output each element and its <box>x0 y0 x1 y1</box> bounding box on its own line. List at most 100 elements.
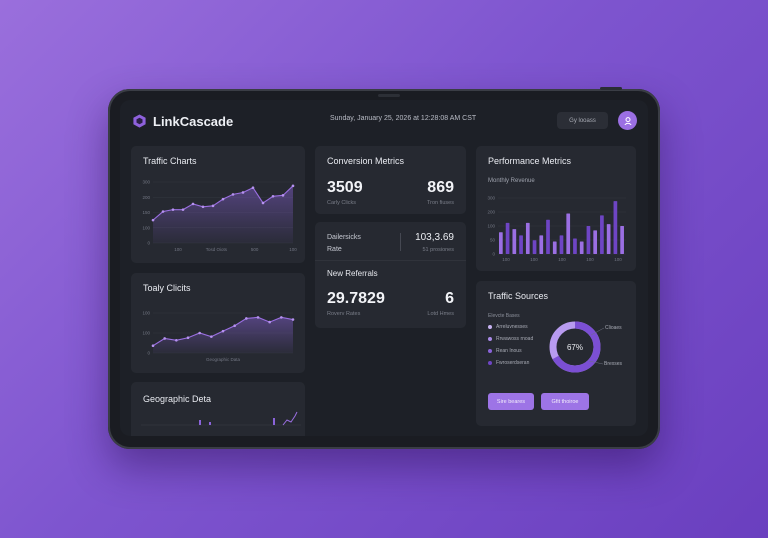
hexagon-logo-icon <box>133 114 146 128</box>
perf-bar <box>620 226 624 254</box>
daily-clicks-label: Carly Clicks <box>327 200 357 206</box>
clicks-area <box>153 317 293 353</box>
clicks-point <box>233 324 236 328</box>
traffic-y-tick: 300 <box>142 180 150 185</box>
geo-bar <box>209 422 211 425</box>
clicks-point <box>245 317 248 320</box>
traffic-area <box>153 185 293 243</box>
perf-bar <box>512 229 517 254</box>
daily-rate-value: 103,3.69 <box>415 232 454 243</box>
source-item-label: Arreluvnesses <box>496 324 528 330</box>
source-item[interactable]: Rean Inous <box>488 348 522 354</box>
perf-bar <box>613 201 618 254</box>
perf-x-tick: 100 <box>586 257 594 262</box>
traffic-point <box>191 202 195 206</box>
perf-bar <box>539 235 544 254</box>
perf-bar <box>505 222 510 254</box>
traffic-x-tick: 100 <box>289 247 297 252</box>
referral-count-label: Lotd Hmes <box>427 311 454 317</box>
clicks-x-tick: Geographic Data <box>206 357 241 362</box>
source-item[interactable]: Arreluvnesses <box>488 324 528 330</box>
traffic-point <box>291 184 295 188</box>
total-clicks-card: Toaly Clicits 100 100 0 Geographic Data <box>131 273 305 373</box>
perf-y-tick: 300 <box>487 196 495 201</box>
total-value: 869 <box>427 179 454 196</box>
dashboard-screen: LinkCascade Sunday, January 25, 2026 at … <box>120 100 648 436</box>
performance-metrics-card: Performance Metrics Monthly Revenue 300 2… <box>476 146 636 271</box>
geo-bar <box>199 420 201 425</box>
traffic-point <box>151 218 155 222</box>
avatar[interactable] <box>618 111 637 130</box>
traffic-point <box>221 197 225 201</box>
traffic-point <box>241 191 245 194</box>
perf-bar <box>573 238 577 254</box>
total-clicks-title: Toaly Clicits <box>143 283 191 293</box>
source-item-label: Rrwawoss rnoad <box>496 336 534 342</box>
traffic-point <box>211 204 215 208</box>
referral-rate-value: 29.7829 <box>327 290 385 307</box>
perf-bar <box>499 232 503 254</box>
source-item-label: Rean Inous <box>496 348 522 354</box>
donut-leader-line <box>590 327 605 336</box>
tablet-device: LinkCascade Sunday, January 25, 2026 at … <box>108 87 660 449</box>
perf-x-tick: 100 <box>502 257 510 262</box>
traffic-x-tick: Tosd Oiots <box>206 247 228 252</box>
clicks-y-tick: 100 <box>142 311 150 316</box>
perf-x-tick: 100 <box>530 257 538 262</box>
traffic-point <box>181 208 185 211</box>
app-logo[interactable]: LinkCascade <box>132 113 233 129</box>
traffic-point <box>231 193 235 196</box>
camera <box>378 94 400 97</box>
sources-list-header: Elevcte Bases <box>488 313 520 319</box>
clicks-point <box>280 316 283 319</box>
donut-label-right: Clioaes <box>605 325 622 331</box>
source-item[interactable]: Rrwawoss rnoad <box>488 336 533 342</box>
clicks-point <box>198 331 201 335</box>
divider <box>315 260 466 261</box>
traffic-x-tick: 100 <box>174 247 182 252</box>
perf-y-tick: 100 <box>487 224 495 229</box>
perf-y-tick: 50 <box>490 238 496 243</box>
perf-bar <box>532 240 537 254</box>
monthly-revenue-label: Monthly Revenue <box>488 178 535 184</box>
current-datetime: Sunday, January 25, 2026 at 12:28:08 AM … <box>330 115 477 122</box>
traffic-point <box>281 194 285 197</box>
clicks-point <box>221 329 225 333</box>
traffic-charts-title: Traffic Charts <box>143 156 197 166</box>
power-button <box>600 87 622 90</box>
clicks-point <box>175 338 178 342</box>
conversion-metrics-card: Conversion Metrics 3509 Carly Clicks 869… <box>315 146 466 214</box>
sources-button-2[interactable]: Gfit thoiroe <box>541 393 589 410</box>
geographic-card: Geographic Deta <box>131 382 305 436</box>
clicks-y-tick: 100 <box>142 331 150 336</box>
header-button[interactable]: Gy looass <box>557 112 608 129</box>
divider <box>400 233 401 251</box>
traffic-point <box>201 205 205 209</box>
daily-referrals-card: Dailersicks Rate 103,3.69 51 prosiones N… <box>315 222 466 328</box>
clicks-point <box>186 336 190 340</box>
traffic-charts-card: Traffic Charts 300 200 150 100 0 100 Tosd Oiot… <box>131 146 305 263</box>
perf-bar <box>593 230 598 254</box>
total-label: Tron fiuses <box>426 200 454 206</box>
daily-clicks-value: 3509 <box>327 179 363 196</box>
traffic-point <box>251 186 255 190</box>
traffic-donut-chart: 67% <box>549 321 605 373</box>
traffic-sources-card: Traffic Sources Elevcte Bases Arreluvnes… <box>476 281 636 426</box>
perf-y-tick: 200 <box>487 210 495 215</box>
source-item[interactable]: Fwroserdseran <box>488 360 529 366</box>
traffic-sources-title: Traffic Sources <box>488 291 549 301</box>
legend-dot <box>488 361 492 365</box>
clicks-y-tick: 0 <box>147 351 150 356</box>
clicks-point <box>256 316 260 319</box>
donut-leader-line <box>588 360 604 365</box>
perf-bar <box>586 226 591 254</box>
perf-bar <box>579 241 584 254</box>
clicks-point <box>151 344 155 348</box>
sources-button-1[interactable]: Sire beares <box>488 393 534 410</box>
donut-segment <box>549 321 601 373</box>
donut-center-value: 67% <box>567 343 583 352</box>
app-name: LinkCascade <box>153 113 234 129</box>
daily-rate-label-2: Rate <box>327 246 342 253</box>
daily-rate-sub: 51 prosiones <box>422 247 455 253</box>
perf-x-tick: 100 <box>614 257 622 262</box>
